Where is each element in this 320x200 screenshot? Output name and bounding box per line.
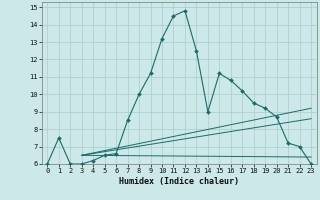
X-axis label: Humidex (Indice chaleur): Humidex (Indice chaleur) <box>119 177 239 186</box>
